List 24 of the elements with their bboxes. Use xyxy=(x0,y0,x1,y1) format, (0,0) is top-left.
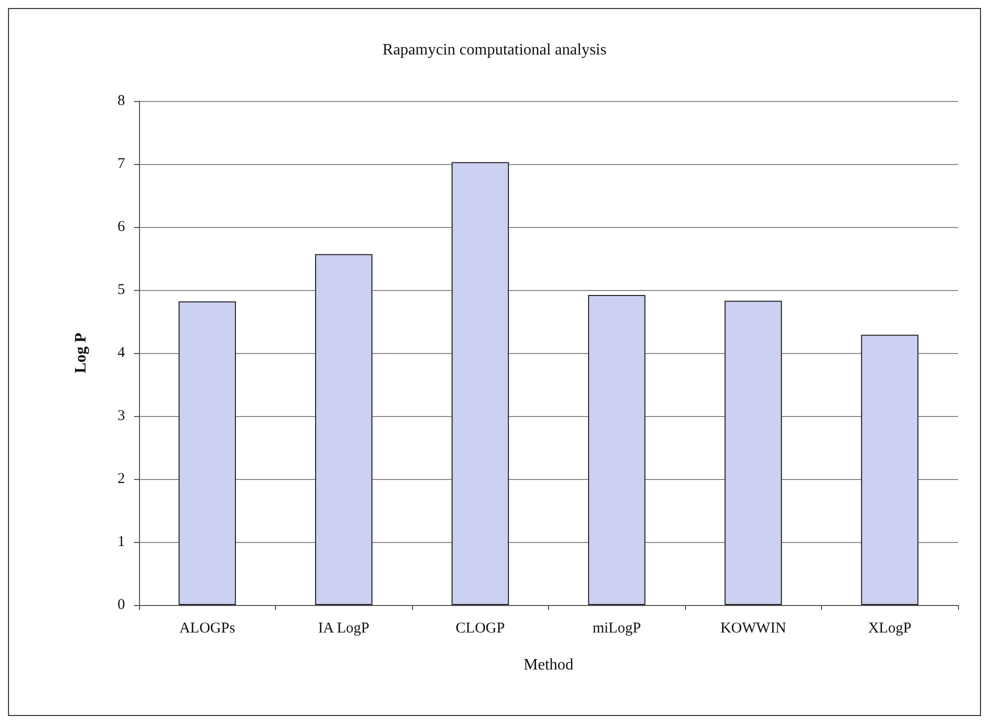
y-tick-label: 0 xyxy=(118,597,125,613)
y-tick-label: 6 xyxy=(118,219,126,235)
y-tick-label: 4 xyxy=(118,345,126,361)
y-tick-label: 8 xyxy=(118,93,125,109)
x-tick-label: CLOGP xyxy=(456,620,505,636)
x-tick-label: XLogP xyxy=(868,620,912,636)
x-tick-label: KOWWIN xyxy=(720,620,786,636)
x-tick-label: miLogP xyxy=(592,620,641,636)
x-tick-label: ALOGPs xyxy=(179,620,236,636)
y-tick-label: 1 xyxy=(118,534,125,550)
bar xyxy=(861,334,918,605)
y-tick-label: 5 xyxy=(118,282,125,298)
bar xyxy=(178,301,236,605)
bar xyxy=(315,254,372,605)
bar xyxy=(588,295,646,605)
bar xyxy=(452,162,509,605)
chart-title: Rapamycin computational analysis xyxy=(382,42,606,58)
bar xyxy=(724,300,782,605)
y-tick-label: 2 xyxy=(118,471,125,487)
y-tick-label: 3 xyxy=(118,408,125,424)
y-axis-title: Log P xyxy=(72,332,90,374)
x-tick-label: IA LogP xyxy=(318,620,370,636)
y-tick-label: 7 xyxy=(118,156,126,172)
x-axis-title: Method xyxy=(524,656,574,674)
